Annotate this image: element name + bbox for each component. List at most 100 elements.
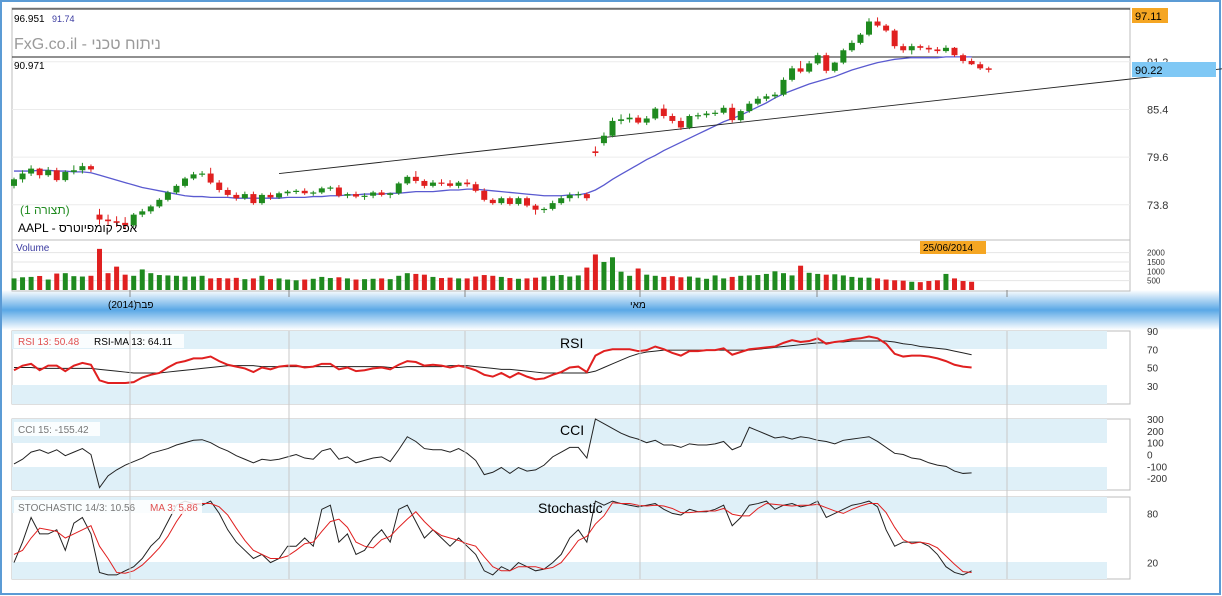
candle-body — [712, 112, 719, 114]
candle-body — [472, 184, 479, 191]
ma-series-line — [14, 56, 972, 199]
rsi-axis: 90 70 50 30 — [1147, 327, 1159, 393]
volume-bar — [165, 275, 171, 290]
volume-bar — [806, 272, 812, 290]
volume-bar — [618, 271, 624, 290]
candle-body — [310, 192, 317, 194]
price-high-ma-label: 91.74 — [52, 14, 75, 24]
volume-tick-label: 500 — [1147, 277, 1161, 286]
volume-bar — [943, 273, 949, 290]
stochastic-panel[interactable]: 80 20 STOCHASTIC 14/3: 10.56 MA 3: 5.86 S… — [11, 496, 1159, 580]
candle-body — [455, 182, 462, 186]
candle-body — [823, 55, 830, 71]
volume-bar — [250, 278, 256, 290]
volume-bar — [866, 277, 872, 290]
candle-body — [421, 180, 428, 186]
volume-bar — [644, 274, 650, 290]
candle-body — [592, 151, 599, 153]
candle-body — [575, 194, 582, 196]
volume-label: Volume — [16, 243, 50, 254]
candle-body — [515, 198, 522, 204]
date-badge — [920, 241, 986, 254]
candle-body — [900, 46, 907, 51]
volume-bar — [54, 273, 60, 290]
candle-body — [241, 194, 248, 199]
volume-bar — [917, 282, 923, 290]
rsi-label: RSI 13: 50.48 — [18, 337, 80, 348]
candle-body — [754, 98, 761, 104]
price-tick-label: 73.8 — [1147, 200, 1168, 212]
volume-bar — [413, 273, 419, 290]
candle-body — [395, 183, 402, 194]
cci-legend-bg — [14, 422, 100, 436]
candle-body — [951, 47, 958, 56]
cci-label: CCI 15: -155.42 — [18, 425, 89, 436]
volume-bar — [712, 275, 718, 290]
volume-bar — [781, 273, 786, 290]
indicator-tick-label: 50 — [1147, 364, 1159, 375]
candle-body — [404, 176, 411, 184]
candle-body — [147, 206, 154, 212]
candle-body — [891, 30, 898, 47]
volume-bar — [191, 276, 197, 290]
volume-bar — [507, 278, 513, 290]
candle-body — [378, 192, 385, 195]
candle-body — [541, 208, 548, 211]
volume-bar — [97, 248, 102, 290]
volume-bar — [533, 277, 539, 290]
volume-bar — [746, 275, 752, 290]
price-panel[interactable]: 91.285.479.673.8 96.951 91.74 FxG.co.il … — [11, 7, 1222, 241]
candle-body — [250, 194, 257, 204]
candle-body — [173, 185, 180, 193]
candle-body — [789, 68, 796, 80]
volume-bar — [584, 267, 590, 290]
stochastic-oversold-zone — [12, 562, 1107, 579]
candle-body — [79, 166, 86, 171]
instrument-label: AAPL - אפל קומפיוטרס — [18, 221, 138, 235]
volume-bar — [934, 280, 940, 290]
high-badge — [1132, 8, 1168, 23]
candle-body — [720, 107, 727, 113]
volume-bar — [558, 275, 564, 290]
volume-bar — [875, 278, 881, 290]
volume-bar — [71, 276, 77, 290]
volume-bar — [849, 276, 855, 290]
volume-bar — [541, 276, 547, 290]
price-gridlines — [12, 61, 1130, 206]
candle-body — [866, 21, 872, 35]
stochastic-legend-bg — [14, 500, 202, 514]
candle-body — [626, 117, 633, 120]
volume-bar — [515, 278, 521, 290]
candle-body — [549, 203, 556, 209]
candle-body — [566, 194, 573, 199]
price-low-label: 90.971 — [14, 61, 45, 72]
volume-bar — [695, 277, 701, 290]
volume-bar — [114, 266, 120, 290]
volume-bar — [627, 275, 633, 290]
volume-bar — [798, 265, 804, 290]
volume-bar — [883, 279, 889, 290]
period-separators — [129, 290, 1008, 579]
indicator-tick-label: 70 — [1147, 345, 1159, 356]
volume-bar — [960, 281, 966, 290]
date-badge-text: 25/06/2014 — [923, 243, 973, 254]
trendline[interactable] — [279, 63, 1222, 174]
volume-bar — [20, 277, 26, 290]
view-label: (תצורה 1) — [20, 203, 70, 217]
candle-body — [87, 166, 94, 170]
candle-body — [301, 190, 308, 194]
rsi-title: RSI — [560, 335, 583, 351]
volume-bar — [37, 275, 43, 290]
candle-body — [925, 47, 932, 50]
candle-body — [36, 168, 43, 176]
volume-bar — [550, 275, 556, 290]
volume-bar — [45, 279, 51, 290]
cci-lower-zone — [12, 467, 1107, 490]
indicator-tick-label: 20 — [1147, 559, 1159, 570]
